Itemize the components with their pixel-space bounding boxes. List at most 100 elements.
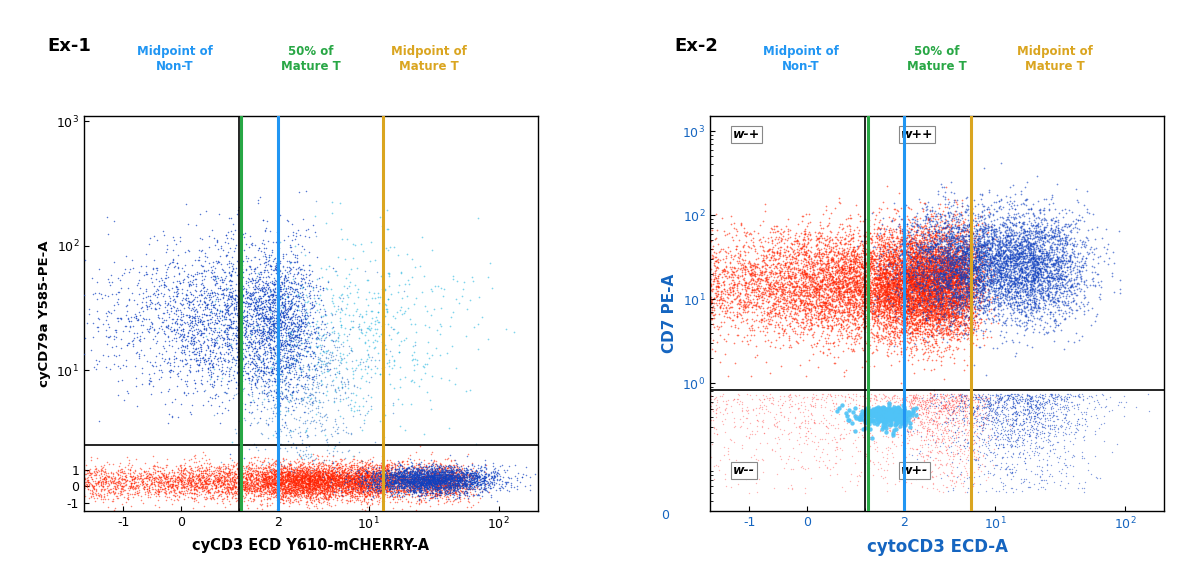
Point: [190, 483, 209, 492]
Point: [925, 289, 944, 298]
Point: [283, 476, 302, 485]
Point: [193, 332, 212, 342]
Point: [170, 279, 190, 288]
Point: [1052, 403, 1072, 412]
Point: [335, 479, 354, 488]
Point: [907, 296, 926, 305]
Point: [906, 295, 925, 304]
Point: [959, 290, 978, 300]
Point: [880, 394, 899, 403]
Point: [1004, 390, 1024, 399]
Point: [412, 487, 431, 496]
Point: [906, 239, 925, 249]
Point: [949, 422, 968, 431]
Point: [426, 473, 445, 482]
Point: [982, 448, 1001, 457]
Point: [373, 475, 392, 484]
Point: [992, 270, 1012, 279]
Point: [1006, 245, 1025, 254]
Point: [694, 255, 713, 264]
Point: [919, 254, 938, 264]
Point: [437, 483, 456, 492]
Point: [920, 292, 940, 301]
Point: [331, 322, 350, 332]
Point: [287, 356, 306, 365]
Point: [352, 472, 371, 481]
Point: [359, 466, 378, 475]
Point: [917, 305, 936, 314]
Point: [893, 316, 912, 325]
Point: [380, 479, 400, 488]
Point: [240, 359, 259, 368]
Point: [1051, 227, 1070, 236]
Point: [940, 259, 959, 268]
Point: [886, 408, 905, 417]
Point: [947, 297, 966, 307]
Point: [23, 457, 42, 466]
Point: [67, 478, 86, 487]
Point: [319, 501, 338, 510]
Point: [908, 399, 928, 408]
Point: [1066, 281, 1085, 290]
Point: [788, 266, 808, 275]
Point: [319, 477, 338, 486]
Point: [204, 489, 223, 498]
Point: [912, 268, 931, 278]
Point: [794, 285, 814, 295]
Point: [995, 279, 1014, 289]
Point: [190, 311, 209, 320]
Point: [980, 390, 1000, 400]
Point: [348, 474, 367, 483]
Point: [929, 279, 948, 289]
Point: [340, 480, 359, 490]
Point: [308, 466, 328, 475]
Point: [990, 393, 1009, 403]
Point: [691, 245, 710, 254]
Point: [924, 237, 943, 246]
Point: [796, 255, 815, 264]
Point: [180, 297, 199, 306]
Point: [679, 406, 698, 415]
Point: [918, 293, 937, 303]
Point: [400, 478, 419, 487]
Point: [54, 472, 73, 481]
Point: [830, 238, 850, 247]
Point: [900, 274, 919, 284]
Point: [899, 292, 918, 301]
Point: [922, 270, 941, 279]
Point: [1030, 264, 1049, 274]
Point: [241, 302, 260, 311]
Point: [445, 479, 464, 488]
Point: [982, 241, 1001, 250]
Point: [360, 458, 379, 468]
Point: [772, 361, 791, 371]
Point: [910, 318, 929, 327]
Point: [1036, 233, 1055, 242]
Point: [1084, 277, 1103, 286]
Point: [865, 284, 884, 293]
Point: [379, 464, 398, 474]
Point: [270, 349, 289, 358]
Point: [942, 239, 961, 248]
Point: [436, 470, 455, 479]
Point: [978, 229, 997, 238]
Point: [892, 346, 911, 355]
Point: [293, 399, 312, 408]
Point: [641, 400, 660, 409]
Point: [976, 408, 995, 418]
Point: [928, 232, 947, 241]
Point: [1006, 254, 1025, 264]
Point: [970, 264, 989, 274]
Point: [322, 285, 341, 294]
Point: [330, 480, 349, 490]
Point: [1058, 257, 1078, 266]
Point: [922, 258, 941, 267]
Point: [434, 474, 454, 483]
Point: [355, 469, 374, 479]
Point: [875, 401, 894, 411]
Point: [883, 280, 902, 289]
Point: [839, 249, 858, 258]
Point: [922, 236, 941, 246]
Point: [53, 474, 72, 483]
Point: [299, 487, 318, 497]
